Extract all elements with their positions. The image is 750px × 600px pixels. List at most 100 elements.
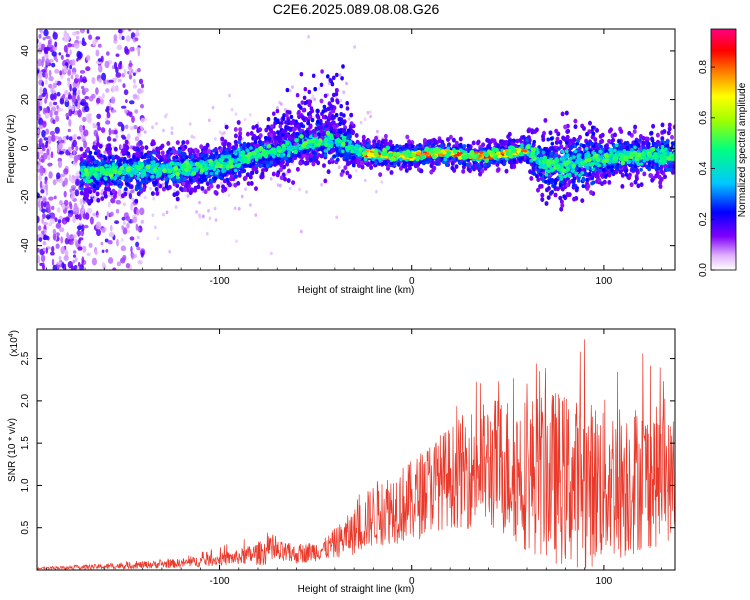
heatmap-cell [249,203,252,207]
heatmap-cell [128,74,133,80]
heatmap-cell [37,106,41,115]
heatmap-cell [104,238,109,243]
heatmap-cell [119,60,123,65]
heatmap-cell [74,189,80,197]
heatmap-cell [121,124,125,132]
heatmap-cell [404,168,409,173]
heatmap-cell [71,105,75,112]
heatmap-cell [96,141,100,147]
heatmap-cell [73,78,79,84]
heatmap-cell [51,205,55,211]
heatmap-cell [218,130,222,134]
heatmap-cell [120,145,123,149]
heatmap-cell [86,207,93,214]
heatmap-cell [128,192,133,200]
heatmap-cell [93,151,98,156]
heatmap-cell [603,144,608,150]
heatmap-cell [350,130,355,136]
heatmap-cell [450,165,455,171]
heatmap-cell [156,146,161,152]
heatmap-cell [38,124,44,130]
heatmap-cell [598,168,602,173]
heatmap-cell [117,78,122,83]
heatmap-cell [659,177,664,183]
heatmap-cell [251,125,256,130]
heatmap-cell [104,60,110,69]
heatmap-cell [298,187,301,192]
heatmap-cell [233,206,237,211]
heatmap-cell [558,139,563,145]
heatmap-cell [59,70,63,76]
heatmap-cell [162,212,165,217]
heatmap-cell [50,151,54,159]
heatmap-cell [112,267,117,270]
heatmap-cell [130,189,135,194]
heatmap-cell [113,129,118,135]
heatmap-cell [431,167,436,173]
heatmap-cell [126,133,131,140]
heatmap-cell [481,142,486,148]
heatmap-cell [108,127,112,136]
heatmap-cell [118,184,123,189]
heatmap-cell [41,129,46,138]
heatmap-cell [101,227,106,233]
heatmap-cell [131,252,135,260]
heatmap-cell [100,55,104,63]
heatmap-cell [73,250,77,254]
heatmap-cell [89,198,94,204]
heatmap-cell [151,213,155,217]
heatmap-cell [663,174,667,180]
heatmap-cell [193,185,198,191]
heatmap-cell [544,179,548,184]
heatmap-cell [37,58,42,67]
heatmap-cell [410,144,415,149]
heatmap-cell [79,180,84,185]
heatmap-cell [389,147,394,152]
heatmap-cell [45,35,51,40]
heatmap-cell [198,200,201,205]
heatmap-cell [650,177,655,183]
heatmap-cell [133,78,136,84]
heatmap-cell [563,124,568,130]
heatmap-cell [237,171,242,175]
heatmap-cell [63,65,67,70]
heatmap-cell [546,137,550,142]
heatmap-cell [279,175,284,181]
heatmap-cell [105,249,109,253]
heatmap-cell [100,127,106,133]
heatmap-cell [102,93,105,99]
heatmap-cell [235,239,238,243]
heatmap-cell [585,177,589,182]
heatmap-cell [348,133,352,138]
heatmap-cell [44,53,49,58]
heatmap-cell [259,174,264,180]
heatmap-cell [167,184,172,190]
heatmap-cell [67,43,72,48]
heatmap-cell [109,211,114,217]
heatmap-cell [620,173,625,178]
heatmap-cell [73,264,78,270]
heatmap-cell [188,190,193,196]
heatmap-cell [461,169,466,174]
heatmap-cell [69,49,72,56]
heatmap-cell [129,236,135,241]
heatmap-cell [81,224,85,232]
heatmap-cell [668,163,673,168]
heatmap-cell [40,189,45,194]
heatmap-cell [54,41,58,48]
heatmap-cell [48,69,52,77]
heatmap-cell [51,134,56,142]
heatmap-cell [554,128,559,134]
heatmap-cell [165,113,168,117]
heatmap-cell [54,68,60,74]
heatmap-cell [131,197,135,202]
heatmap-cell [73,42,80,49]
heatmap-cell [504,168,509,174]
heatmap-cell [183,187,187,193]
heatmap-cell [348,124,353,129]
heatmap-cell [140,145,145,151]
heatmap-cell [458,136,463,142]
heatmap-cell [348,155,353,160]
heatmap-cell [116,44,123,51]
heatmap-cell [78,109,82,117]
